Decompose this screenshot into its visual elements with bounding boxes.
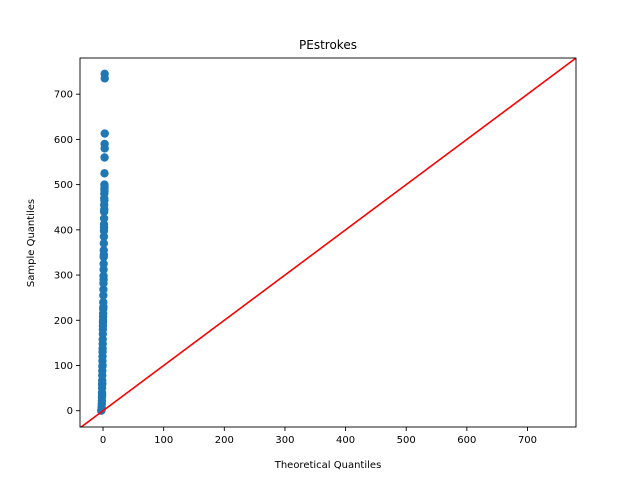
data-point <box>99 214 109 223</box>
data-point <box>99 232 109 241</box>
y-tick-label: 100 <box>54 361 73 372</box>
x-tick-label: 200 <box>215 435 234 446</box>
y-tick-label: 200 <box>54 316 73 327</box>
data-point <box>99 223 109 232</box>
data-point <box>99 302 108 311</box>
data-point <box>100 187 109 196</box>
x-tick-label: 0 <box>100 435 106 446</box>
data-point <box>99 259 108 268</box>
data-point <box>100 129 109 138</box>
data-point <box>99 239 109 248</box>
y-tick-label: 0 <box>67 406 73 417</box>
data-point <box>99 250 109 259</box>
plot-area <box>80 58 576 427</box>
data-point <box>100 205 109 214</box>
data-point <box>99 265 108 274</box>
data-point <box>100 153 109 162</box>
y-axis-label: Sample Quantiles <box>26 199 37 287</box>
data-point <box>100 169 109 178</box>
data-point <box>99 285 108 294</box>
x-tick-label: 100 <box>154 435 173 446</box>
data-point <box>100 196 109 205</box>
x-tick-label: 500 <box>397 435 416 446</box>
y-tick-label: 700 <box>54 90 73 101</box>
x-tick-label: 300 <box>275 435 294 446</box>
data-point <box>99 275 108 284</box>
y-axis: 0 100 200 300 400 500 600 700 <box>54 90 80 417</box>
plot-frame <box>79 57 577 428</box>
y-tick-label: 600 <box>54 135 73 146</box>
chart-title: PEstrokes <box>299 38 357 52</box>
data-point <box>97 390 107 400</box>
x-tick-label: 400 <box>336 435 355 446</box>
reference-line <box>80 58 576 427</box>
x-tick-label: 700 <box>518 435 537 446</box>
data-point <box>100 74 109 83</box>
y-tick-label: 300 <box>54 271 73 282</box>
y-tick-label: 400 <box>54 225 73 236</box>
y-tick-label: 500 <box>54 180 73 191</box>
data-point <box>99 291 108 300</box>
data-point <box>98 361 107 370</box>
x-axis-label: Theoretical Quantiles <box>274 460 382 471</box>
x-tick-label: 600 <box>457 435 476 446</box>
data-point <box>98 379 107 388</box>
x-axis: 0 100 200 300 400 500 600 700 <box>100 427 537 446</box>
data-point <box>100 144 109 153</box>
